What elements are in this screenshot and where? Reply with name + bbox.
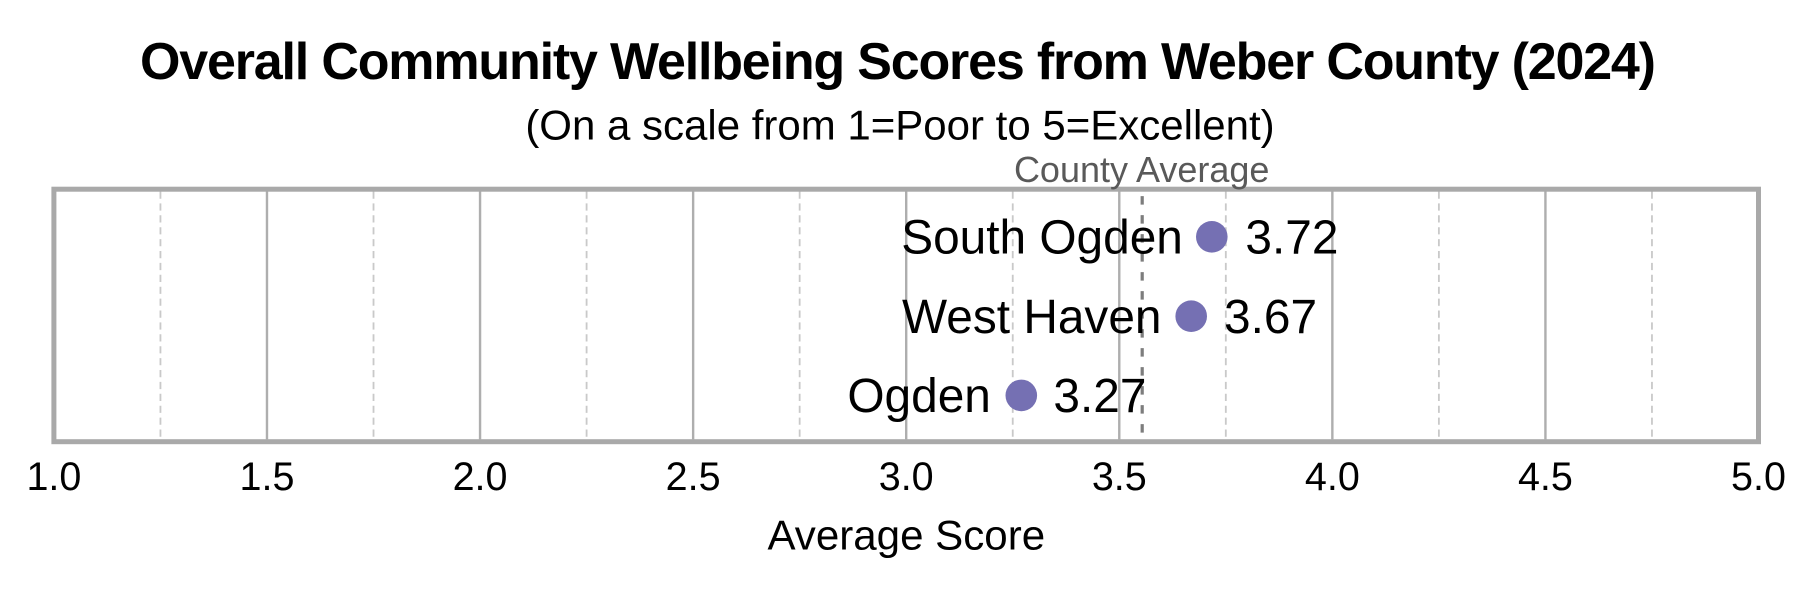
svg-text:County Average: County Average (1014, 149, 1270, 190)
svg-text:5.0: 5.0 (1731, 455, 1786, 499)
svg-text:3.27: 3.27 (1053, 370, 1146, 423)
svg-text:4.5: 4.5 (1518, 455, 1573, 499)
svg-text:2.0: 2.0 (453, 455, 508, 499)
svg-text:West Haven: West Haven (902, 291, 1161, 344)
svg-text:3.72: 3.72 (1245, 211, 1338, 264)
svg-text:2.5: 2.5 (666, 455, 721, 499)
svg-text:3.5: 3.5 (1092, 455, 1147, 499)
svg-text:Average Score: Average Score (767, 512, 1045, 559)
svg-text:(On a scale from 1=Poor to 5=E: (On a scale from 1=Poor to 5=Excellent) (525, 102, 1274, 149)
svg-text:South Ogden: South Ogden (901, 211, 1183, 264)
svg-text:3.0: 3.0 (879, 455, 934, 499)
svg-text:4.0: 4.0 (1305, 455, 1360, 499)
svg-text:1.0: 1.0 (26, 455, 81, 499)
svg-text:3.67: 3.67 (1224, 291, 1317, 344)
svg-text:1.5: 1.5 (240, 455, 295, 499)
svg-text:Overall Community Wellbeing Sc: Overall Community Wellbeing Scores from … (140, 33, 1656, 91)
svg-text:Ogden: Ogden (847, 370, 991, 423)
